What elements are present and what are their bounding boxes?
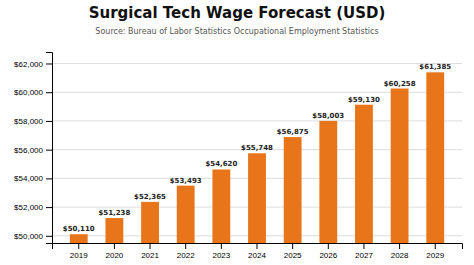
x-tick: 2025	[284, 243, 302, 260]
y-tick: $50,000	[14, 232, 52, 241]
x-tick-label: 2027	[355, 251, 373, 260]
y-tick-mark	[46, 178, 52, 179]
x-tick-mark	[435, 243, 436, 249]
bar	[391, 89, 409, 243]
bar	[426, 72, 444, 243]
x-tick-mark	[328, 243, 329, 249]
chart: Surgical Tech Wage Forecast (USD) Source:…	[0, 0, 474, 265]
x-tick-label: 2020	[105, 251, 123, 260]
data-label: $59,130	[348, 96, 380, 104]
data-label: $55,748	[241, 144, 273, 152]
y-axis: $50,000 $52,000 $54,000 $56,000 $58,000 $60,0…	[14, 53, 52, 244]
bar	[141, 202, 159, 243]
x-tick: 2023	[212, 243, 230, 260]
x-tick: 2026	[319, 243, 337, 260]
plot: $50,000 $52,000 $54,000 $56,000 $58,000 $60,0…	[14, 53, 462, 265]
y-tick-mark	[46, 121, 52, 122]
bar	[355, 105, 373, 243]
y-tick-label: $50,000	[14, 232, 43, 241]
data-label: $60,258	[384, 80, 416, 88]
data-label: $56,875	[277, 128, 309, 136]
bars	[70, 72, 444, 243]
x-tick-mark	[399, 243, 400, 249]
bar	[70, 234, 88, 243]
subtitle: Source: Bureau of Labor Statistics Occup…	[95, 27, 378, 36]
bar	[284, 137, 302, 243]
x-axis-line	[53, 244, 463, 250]
data-label: $52,365	[134, 193, 166, 201]
x-tick-label: 2021	[141, 251, 159, 260]
x-tick-mark	[257, 243, 258, 249]
x-tick: 2028	[391, 243, 409, 260]
x-tick-label: 2029	[426, 251, 444, 260]
y-tick-label: $52,000	[14, 203, 43, 212]
x-tick: 2024	[248, 243, 266, 260]
y-axis-line	[46, 53, 53, 244]
y-tick-mark	[46, 150, 52, 151]
x-tick: 2020	[105, 243, 123, 260]
data-label: $54,620	[205, 160, 237, 168]
title: Surgical Tech Wage Forecast (USD)	[89, 4, 386, 22]
grid-line	[52, 63, 462, 64]
x-axis: 2019 2020 2021 2022 2023 2024 2025 2026 2027 2028…	[53, 243, 463, 260]
y-tick-mark	[46, 92, 52, 93]
y-tick-mark	[46, 207, 52, 208]
y-tick: $62,000	[14, 60, 52, 69]
bar	[177, 186, 195, 243]
y-tick: $60,000	[14, 88, 52, 97]
y-tick-label: $62,000	[14, 60, 43, 69]
y-tick: $56,000	[14, 146, 52, 155]
x-tick-mark	[363, 243, 364, 249]
x-tick-label: 2026	[319, 251, 337, 260]
x-tick: 2029	[426, 243, 444, 260]
y-tick-label: $54,000	[14, 174, 43, 183]
data-label: $50,110	[63, 225, 95, 233]
x-tick-mark	[292, 243, 293, 249]
y-tick-label: $58,000	[14, 117, 43, 126]
x-tick-label: 2025	[284, 251, 302, 260]
x-tick-label: 2019	[70, 251, 88, 260]
y-tick: $52,000	[14, 203, 52, 212]
y-tick-label: $60,000	[14, 88, 43, 97]
x-tick-label: 2024	[248, 251, 266, 260]
data-label: $53,493	[170, 177, 202, 185]
x-tick-label: 2023	[212, 251, 230, 260]
x-tick-mark	[221, 243, 222, 249]
x-tick-mark	[114, 243, 115, 249]
y-tick-mark	[46, 63, 52, 64]
data-label: $51,238	[98, 209, 130, 217]
x-tick: 2027	[355, 243, 373, 260]
y-tick-label: $56,000	[14, 146, 43, 155]
x-tick: 2022	[177, 243, 195, 260]
bar	[248, 153, 266, 243]
x-tick-label: 2022	[177, 251, 195, 260]
data-label: $61,385	[419, 63, 451, 71]
x-tick-mark	[185, 243, 186, 249]
x-tick: 2019	[70, 243, 88, 260]
data-labels: $50,110$51,238 $52,365 $53,493 $54,620 $55,7…	[63, 63, 452, 233]
x-tick-mark	[150, 243, 151, 249]
y-tick: $54,000	[14, 174, 52, 183]
x-tick-label: 2028	[391, 251, 409, 260]
bar	[319, 121, 337, 243]
y-tick-mark	[46, 236, 52, 237]
bar	[212, 169, 230, 243]
x-tick: 2021	[141, 243, 159, 260]
y-tick: $58,000	[14, 117, 52, 126]
data-label: $58,003	[312, 112, 344, 120]
bar	[105, 218, 123, 243]
x-tick-mark	[78, 243, 79, 249]
